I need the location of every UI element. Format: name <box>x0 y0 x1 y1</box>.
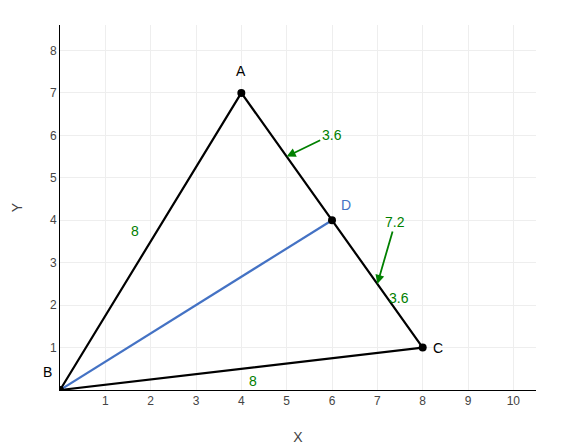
svg-text:C: C <box>433 340 443 356</box>
svg-text:Y: Y <box>9 202 25 212</box>
svg-text:6: 6 <box>50 129 57 143</box>
svg-text:D: D <box>341 197 351 213</box>
svg-text:1: 1 <box>50 341 57 355</box>
svg-text:3: 3 <box>50 256 57 270</box>
svg-text:B: B <box>43 364 52 380</box>
svg-text:7: 7 <box>374 394 381 408</box>
svg-text:7.2: 7.2 <box>385 214 405 230</box>
svg-text:8: 8 <box>419 394 426 408</box>
svg-text:4: 4 <box>50 213 57 227</box>
svg-text:3.6: 3.6 <box>389 290 409 306</box>
svg-text:3.6: 3.6 <box>322 127 342 143</box>
svg-text:9: 9 <box>465 394 472 408</box>
svg-text:7: 7 <box>50 86 57 100</box>
svg-text:2: 2 <box>147 394 154 408</box>
svg-text:5: 5 <box>283 394 290 408</box>
svg-text:5: 5 <box>50 171 57 185</box>
svg-text:2: 2 <box>50 298 57 312</box>
svg-text:8: 8 <box>50 44 57 58</box>
svg-text:A: A <box>236 63 246 79</box>
svg-text:1: 1 <box>102 394 109 408</box>
svg-text:X: X <box>293 429 303 445</box>
svg-text:8: 8 <box>131 223 139 239</box>
svg-text:8: 8 <box>249 373 257 389</box>
svg-text:3: 3 <box>193 394 200 408</box>
svg-text:10: 10 <box>507 394 521 408</box>
svg-text:6: 6 <box>329 394 336 408</box>
svg-text:4: 4 <box>238 394 245 408</box>
